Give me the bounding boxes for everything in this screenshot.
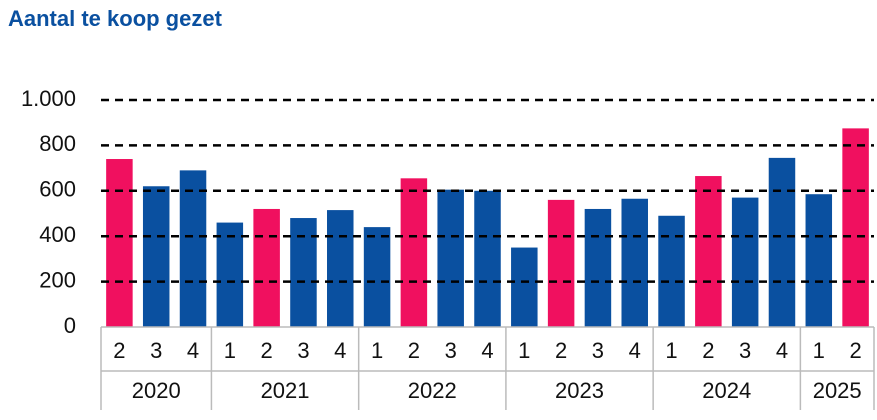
y-tick-label: 800 [39, 131, 76, 156]
x-tick-label: 4 [187, 338, 199, 363]
x-tick-label: 1 [518, 338, 530, 363]
bar [695, 176, 722, 327]
x-tick-label: 2 [555, 338, 567, 363]
group-label: 2022 [408, 378, 457, 403]
x-tick-label: 2 [113, 338, 125, 363]
y-tick-label: 400 [39, 222, 76, 247]
x-tick-label: 1 [813, 338, 825, 363]
bar [363, 227, 391, 327]
x-tick-label: 4 [629, 338, 641, 363]
bar [290, 218, 317, 327]
x-tick-label: 4 [481, 338, 493, 363]
bar [327, 210, 354, 327]
y-tick-label: 600 [39, 177, 76, 202]
bar [621, 198, 648, 327]
bar [400, 178, 428, 327]
bar [511, 247, 538, 327]
x-tick-label: 4 [334, 338, 346, 363]
x-tick-label: 3 [297, 338, 309, 363]
bar [216, 222, 244, 327]
x-tick-label: 2 [849, 338, 861, 363]
x-tick-label: 2 [702, 338, 714, 363]
bar [474, 190, 501, 327]
bar [547, 199, 575, 327]
y-tick-label: 200 [39, 267, 76, 292]
x-tick-label: 2 [261, 338, 273, 363]
bar [106, 159, 133, 327]
chart-title: Aantal te koop gezet [8, 6, 223, 31]
group-label: 2024 [702, 378, 751, 403]
group-label: 2021 [261, 378, 310, 403]
bar [805, 194, 833, 327]
y-tick-label: 0 [64, 313, 76, 338]
bar [179, 170, 207, 327]
bar [658, 215, 685, 327]
bar [437, 189, 464, 327]
x-tick-label: 3 [150, 338, 162, 363]
x-tick-label: 3 [739, 338, 751, 363]
x-tick-label: 1 [665, 338, 677, 363]
x-tick-label: 1 [224, 338, 236, 363]
y-tick-label: 1.000 [21, 86, 76, 111]
bar [731, 197, 759, 327]
bar [584, 208, 612, 327]
group-label: 2023 [555, 378, 604, 403]
x-tick-label: 3 [445, 338, 457, 363]
x-tick-label: 1 [371, 338, 383, 363]
bar [768, 157, 796, 327]
x-tick-label: 4 [776, 338, 788, 363]
bar [142, 186, 170, 327]
group-label: 2025 [813, 378, 862, 403]
bar [842, 128, 869, 327]
x-tick-label: 3 [592, 338, 604, 363]
group-label: 2020 [132, 378, 181, 403]
x-tick-label: 2 [408, 338, 420, 363]
bar [253, 208, 280, 327]
